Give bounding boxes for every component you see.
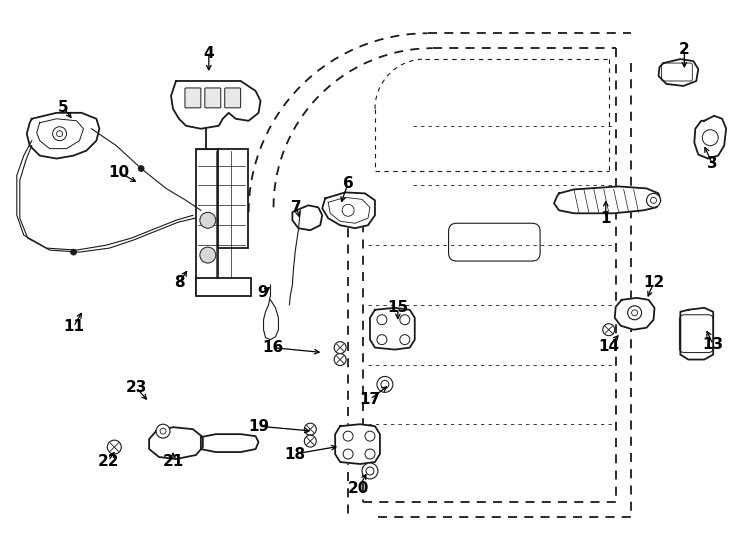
Circle shape	[334, 354, 346, 366]
Text: 10: 10	[109, 165, 130, 180]
Circle shape	[362, 463, 378, 479]
Circle shape	[334, 342, 346, 354]
Text: 15: 15	[388, 300, 408, 315]
Polygon shape	[171, 81, 261, 129]
FancyBboxPatch shape	[196, 148, 218, 293]
Text: 14: 14	[598, 339, 619, 354]
Circle shape	[156, 424, 170, 438]
Text: 19: 19	[248, 418, 269, 434]
Text: 2: 2	[679, 42, 690, 57]
Polygon shape	[201, 434, 258, 452]
FancyBboxPatch shape	[185, 88, 201, 108]
Text: 7: 7	[291, 200, 302, 215]
Circle shape	[647, 193, 661, 207]
Text: 18: 18	[284, 447, 305, 462]
Polygon shape	[694, 116, 726, 159]
Polygon shape	[680, 308, 713, 360]
Text: 8: 8	[174, 275, 184, 291]
Text: 4: 4	[203, 45, 214, 60]
Circle shape	[305, 435, 316, 447]
Polygon shape	[370, 308, 415, 349]
Polygon shape	[554, 186, 661, 213]
Polygon shape	[335, 424, 380, 464]
Text: 23: 23	[126, 380, 147, 395]
Text: 12: 12	[643, 275, 664, 291]
Text: 22: 22	[98, 454, 119, 469]
Text: 16: 16	[262, 340, 283, 355]
Polygon shape	[292, 205, 322, 230]
Circle shape	[603, 323, 614, 336]
Polygon shape	[658, 59, 698, 86]
Circle shape	[200, 212, 216, 228]
Text: 13: 13	[702, 337, 724, 352]
Text: 21: 21	[162, 454, 184, 469]
Text: 3: 3	[707, 156, 718, 171]
Circle shape	[107, 440, 121, 454]
Text: 6: 6	[343, 176, 354, 191]
Text: 11: 11	[63, 319, 84, 334]
Circle shape	[377, 376, 393, 393]
FancyBboxPatch shape	[218, 148, 247, 248]
FancyBboxPatch shape	[205, 88, 221, 108]
Text: 9: 9	[257, 285, 268, 300]
Polygon shape	[322, 192, 375, 228]
Text: 1: 1	[600, 211, 611, 226]
Polygon shape	[149, 427, 203, 459]
Circle shape	[138, 166, 144, 172]
Polygon shape	[26, 113, 99, 159]
Text: 17: 17	[360, 392, 380, 407]
Circle shape	[70, 249, 76, 255]
FancyBboxPatch shape	[196, 278, 250, 296]
Circle shape	[200, 247, 216, 263]
Polygon shape	[614, 298, 655, 330]
Text: 5: 5	[58, 100, 69, 116]
FancyBboxPatch shape	[225, 88, 241, 108]
Circle shape	[305, 423, 316, 435]
Text: 20: 20	[347, 481, 368, 496]
